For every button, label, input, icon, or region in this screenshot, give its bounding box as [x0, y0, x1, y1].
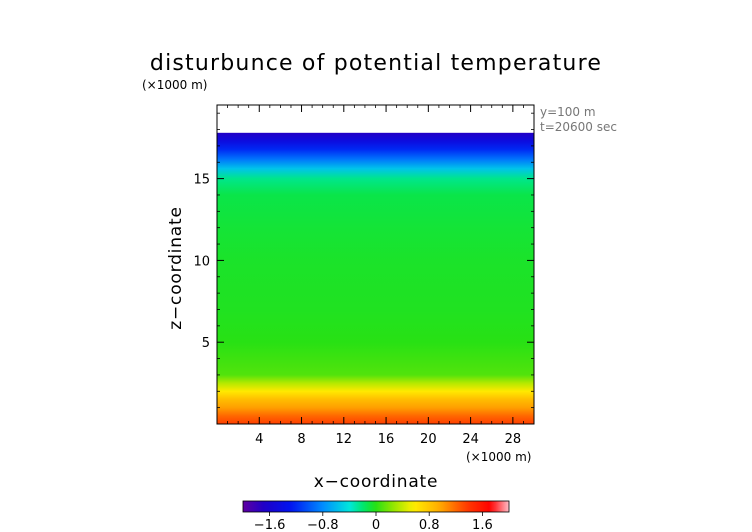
x-tick-label: 20	[420, 432, 437, 447]
y-axis-unit: (×1000 m)	[142, 78, 207, 92]
x-tick-label: 12	[336, 432, 353, 447]
x-axis-label: x−coordinate	[314, 472, 439, 492]
y-tick-label: 10	[193, 254, 210, 269]
y-tick-label: 5	[202, 336, 210, 351]
chart-title: disturbunce of potential temperature	[150, 51, 602, 76]
annotation-time: t=20600 sec	[540, 120, 617, 134]
colorbar-tick-label: 0	[372, 518, 380, 532]
colorbar-tick-label: −1.6	[254, 518, 286, 532]
annotation-y-position: y=100 m	[540, 105, 596, 119]
x-tick-label: 24	[462, 432, 479, 447]
temperature-field	[217, 132, 534, 425]
plot-area: 4 8 12 16 20 24 28 5 10 15	[193, 104, 535, 447]
x-tick-label: 16	[378, 432, 395, 447]
colorbar-tick-label: 0.8	[419, 518, 440, 532]
colorbar-gradient	[242, 500, 510, 513]
colorbar: −1.6 −0.8 0 0.8 1.6	[242, 500, 510, 532]
x-tick-label: 28	[505, 432, 522, 447]
colorbar-ticks: −1.6 −0.8 0 0.8 1.6	[254, 512, 493, 532]
y-tick-label: 15	[193, 173, 210, 188]
y-axis-ticks: 5 10 15	[193, 112, 534, 409]
colorbar-tick-label: −0.8	[307, 518, 339, 532]
x-tick-label: 8	[297, 432, 305, 447]
x-tick-label: 4	[255, 432, 263, 447]
x-axis-unit: (×1000 m)	[466, 450, 531, 464]
y-axis-label: z−coordinate	[166, 206, 186, 329]
x-axis-ticks: 4 8 12 16 20 24 28	[227, 105, 524, 447]
colorbar-tick-label: 1.6	[472, 518, 493, 532]
